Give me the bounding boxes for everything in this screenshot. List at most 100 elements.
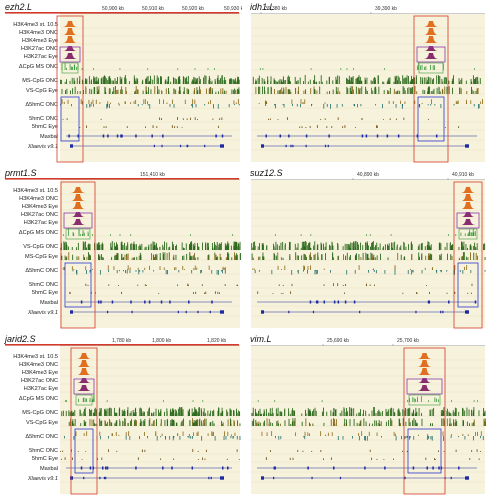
h3k27ac-peak	[417, 378, 432, 383]
cpg-bar	[269, 408, 271, 416]
h3k4me3-peak	[424, 36, 438, 43]
cpg-bar	[135, 412, 137, 416]
cpg-bar	[288, 88, 290, 94]
cpg-bar	[400, 245, 402, 250]
cpg-bar	[194, 407, 196, 416]
cpg-bar	[393, 411, 395, 416]
cpg-bar	[109, 75, 111, 84]
cpg-bar	[215, 246, 217, 250]
cpg-bar	[278, 245, 280, 250]
delta-5hmc-bar	[436, 270, 438, 274]
cpg-bar	[371, 253, 373, 260]
cpg-bar	[254, 408, 256, 416]
track-label: Xlaevis v9.1	[27, 310, 58, 316]
cpg-bar	[175, 413, 177, 416]
cpg-bar	[389, 77, 391, 84]
cpg-bar	[108, 76, 110, 84]
cpg-bar	[198, 246, 199, 250]
cpg-bar	[225, 245, 227, 250]
delta-cpg-bar	[419, 65, 421, 70]
cpg-bar	[85, 421, 87, 426]
delta-cpg-bar	[119, 234, 121, 236]
cpg-bar	[388, 77, 390, 84]
delta-5hmc-bar	[336, 104, 338, 108]
cpg-bar	[358, 75, 360, 84]
cpg-bar	[227, 411, 229, 416]
cpg-bar	[124, 412, 126, 416]
5hmc-peak	[345, 283, 347, 286]
cpg-bar	[122, 411, 124, 416]
cpg-bar	[450, 254, 452, 260]
cpg-bar	[225, 257, 227, 260]
delta-cpg-bar	[369, 234, 371, 236]
cpg-bar	[331, 241, 333, 250]
cpg-bar	[153, 257, 155, 260]
cpg-bar	[61, 88, 63, 94]
cpg-bar	[433, 78, 435, 84]
cpg-bar	[98, 257, 100, 260]
maxbal-exon	[227, 466, 229, 470]
cpg-bar	[125, 247, 127, 250]
cpg-bar	[124, 242, 126, 250]
cpg-bar	[312, 411, 313, 416]
cpg-bar	[391, 407, 392, 416]
cpg-bar	[108, 88, 110, 94]
xlaevis-exon	[70, 144, 73, 148]
cpg-bar	[259, 422, 261, 426]
cpg-bar	[148, 408, 150, 416]
track-label: H3K27ac ONC	[21, 212, 58, 218]
delta-5hmc-bar	[165, 270, 167, 275]
cpg-bar	[94, 407, 96, 416]
delta-5hmc-bar	[119, 270, 120, 272]
delta-cpg-bar	[353, 68, 354, 70]
cpg-bar	[209, 410, 211, 416]
cpg-bar	[323, 422, 325, 426]
cpg-bar	[61, 411, 63, 416]
cpg-bar	[223, 90, 225, 94]
5hmc-peak	[219, 118, 221, 120]
cpg-bar	[71, 77, 73, 84]
cpg-bar	[261, 77, 263, 84]
delta-cpg-bar	[190, 234, 191, 236]
cpg-bar	[133, 75, 135, 84]
delta-5hmc-bar	[62, 267, 64, 270]
cpg-bar	[378, 86, 380, 94]
cpg-bar	[159, 412, 161, 416]
delta-5hmc-bar	[454, 270, 455, 275]
track-label: H3K4me3 st. 10.5	[13, 188, 58, 194]
cpg-bar	[364, 77, 366, 84]
cpg-bar	[74, 418, 76, 426]
cpg-bar	[462, 407, 464, 416]
cpg-bar	[166, 418, 168, 426]
delta-5hmc-bar	[418, 434, 419, 436]
cpg-bar	[277, 90, 279, 94]
cpg-bar	[115, 245, 117, 250]
cpg-bar	[160, 81, 162, 84]
cpg-bar	[373, 77, 375, 84]
cpg-bar	[408, 244, 409, 250]
delta-5hmc-bar	[106, 104, 108, 109]
cpg-bar	[289, 89, 291, 94]
track-label: MS-CpG ONC	[22, 410, 58, 416]
cpg-bar	[153, 419, 155, 426]
cpg-bar	[473, 252, 475, 260]
cpg-bar	[196, 419, 198, 426]
cpg-bar	[441, 79, 443, 84]
cpg-bar	[164, 252, 166, 260]
cpg-bar	[83, 242, 85, 250]
track-view: suz12.S 40,890 kb 40,910 kb	[250, 168, 486, 329]
cpg-bar	[299, 77, 301, 84]
cpg-bar	[183, 87, 185, 94]
cpg-bar	[427, 241, 429, 250]
cpg-bar	[484, 256, 486, 260]
cpg-bar	[79, 91, 81, 94]
gene-title: vim.L	[250, 334, 272, 344]
cpg-bar	[195, 423, 197, 426]
cpg-bar	[277, 252, 279, 260]
cpg-bar	[226, 245, 228, 250]
cpg-bar	[387, 90, 389, 94]
cpg-bar	[335, 419, 337, 426]
delta-5hmc-bar	[315, 270, 317, 272]
5hmc-peak	[416, 292, 418, 294]
cpg-bar	[179, 90, 181, 94]
